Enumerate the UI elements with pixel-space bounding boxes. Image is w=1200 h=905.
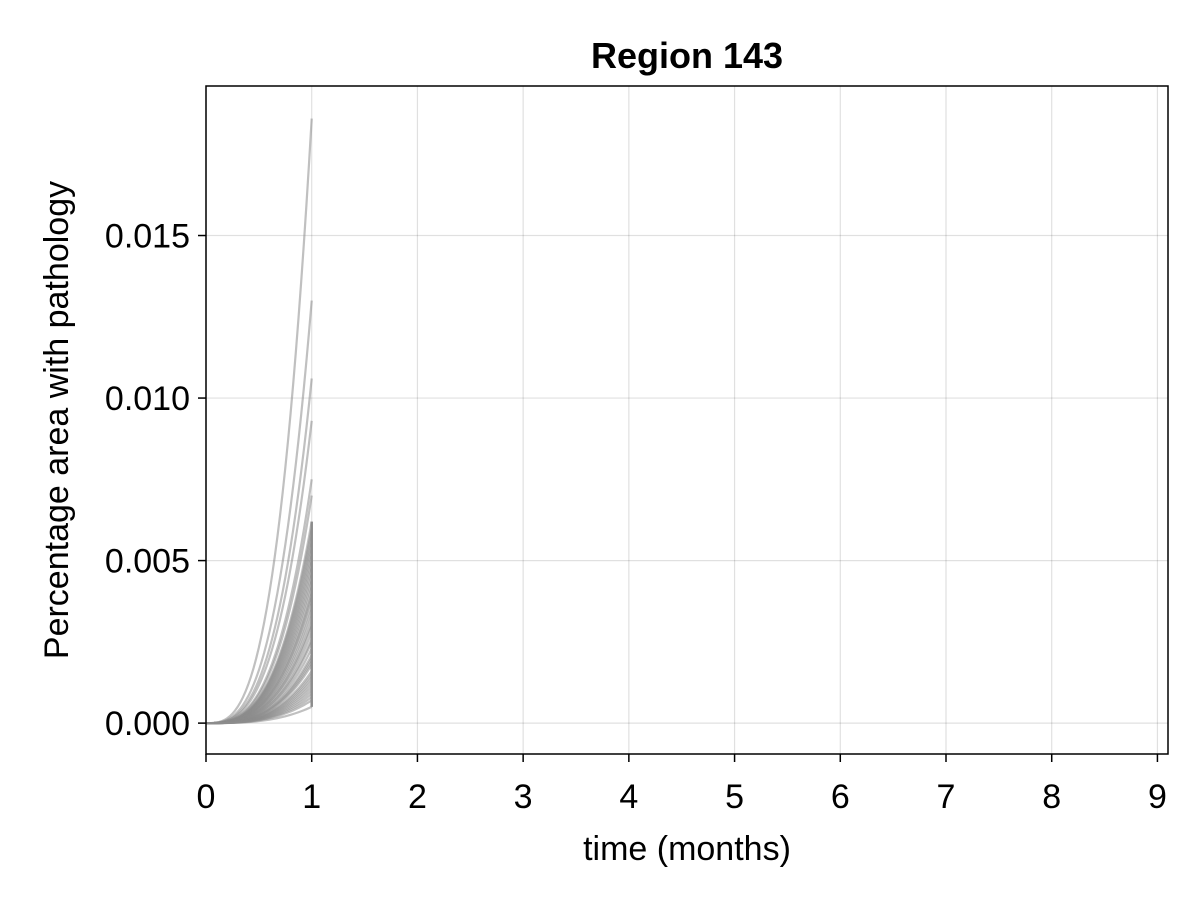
chart-title: Region 143 (591, 35, 783, 76)
x-tick-label: 5 (725, 778, 744, 816)
plot-frame (205, 85, 1169, 755)
x-tick-label: 0 (197, 778, 216, 816)
series-line (206, 705, 313, 725)
x-tick-label: 2 (408, 778, 427, 816)
x-axis-ticks: 0 1 2 3 4 5 6 7 8 9 (197, 754, 1167, 816)
x-tick-label: 6 (831, 778, 850, 816)
y-axis-label: Percentage area with pathology (38, 181, 76, 659)
x-tick-label: 1 (302, 778, 321, 816)
y-tick-label: 0.010 (105, 380, 190, 418)
series-lines (205, 118, 313, 725)
x-tick-label: 9 (1148, 778, 1167, 816)
x-tick-label: 7 (937, 778, 956, 816)
x-axis-label: time (months) (583, 830, 791, 868)
x-tick-label: 4 (619, 778, 638, 816)
x-tick-label: 8 (1042, 778, 1061, 816)
y-tick-label: 0.005 (105, 543, 190, 581)
y-tick-label: 0.000 (105, 705, 190, 743)
grid-lines (205, 86, 1168, 754)
y-tick-label: 0.015 (105, 218, 190, 256)
y-axis-ticks: 0.000 0.005 0.010 0.015 (105, 218, 206, 743)
x-tick-label: 3 (514, 778, 533, 816)
